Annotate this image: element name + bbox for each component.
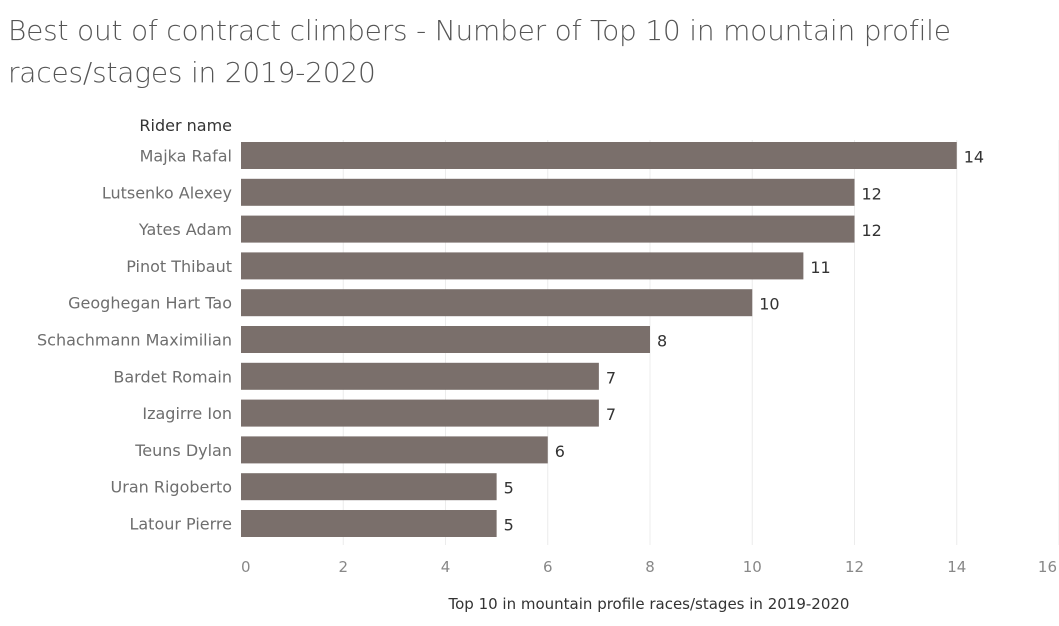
x-axis-title: Top 10 in mountain profile races/stages … <box>448 595 850 613</box>
category-label: Schachmann Maximilian <box>37 331 232 350</box>
value-label: 12 <box>862 184 882 203</box>
value-label: 5 <box>504 479 514 498</box>
category-label: Bardet Romain <box>113 367 232 386</box>
bar[interactable] <box>241 510 497 537</box>
x-tick-label: 16 <box>1038 558 1057 576</box>
bar[interactable] <box>241 400 599 427</box>
bar[interactable] <box>241 326 650 353</box>
bars <box>241 142 957 537</box>
value-label: 8 <box>657 332 667 351</box>
value-label: 14 <box>964 148 984 167</box>
x-tick-label: 0 <box>241 558 251 576</box>
category-label: Majka Rafal <box>140 147 232 166</box>
category-label: Lutsenko Alexey <box>102 183 232 202</box>
category-label: Geoghegan Hart Tao <box>68 294 232 313</box>
category-label: Izagirre Ion <box>142 404 232 423</box>
x-tick-label: 8 <box>645 558 655 576</box>
bar[interactable] <box>241 436 548 463</box>
x-tick-label: 14 <box>947 558 966 576</box>
category-label: Yates Adam <box>138 220 232 239</box>
bar[interactable] <box>241 179 855 206</box>
row-header: Rider name <box>139 116 232 135</box>
x-tick-label: 4 <box>441 558 451 576</box>
bar[interactable] <box>241 363 599 390</box>
category-label: Latour Pierre <box>129 515 232 534</box>
category-label: Uran Rigoberto <box>111 478 232 497</box>
value-label: 11 <box>810 258 830 277</box>
value-label: 10 <box>759 295 779 314</box>
bar[interactable] <box>241 289 752 316</box>
value-label: 5 <box>504 516 514 535</box>
value-label: 7 <box>606 405 616 424</box>
bar[interactable] <box>241 142 957 169</box>
x-tick-label: 6 <box>543 558 553 576</box>
category-label: Teuns Dylan <box>134 441 232 460</box>
x-tick-label: 10 <box>743 558 762 576</box>
bar[interactable] <box>241 252 803 279</box>
bar[interactable] <box>241 473 497 500</box>
category-label: Pinot Thibaut <box>126 257 232 276</box>
x-axis-ticks: 0 2 4 6 8 10 12 14 16 <box>241 558 1057 576</box>
value-label: 12 <box>862 221 882 240</box>
value-label: 7 <box>606 368 616 387</box>
x-tick-label: 2 <box>338 558 348 576</box>
value-label: 6 <box>555 442 565 461</box>
category-labels: Majka Rafal Lutsenko Alexey Yates Adam Pino… <box>37 147 232 534</box>
bar[interactable] <box>241 216 855 243</box>
x-tick-label: 12 <box>845 558 864 576</box>
